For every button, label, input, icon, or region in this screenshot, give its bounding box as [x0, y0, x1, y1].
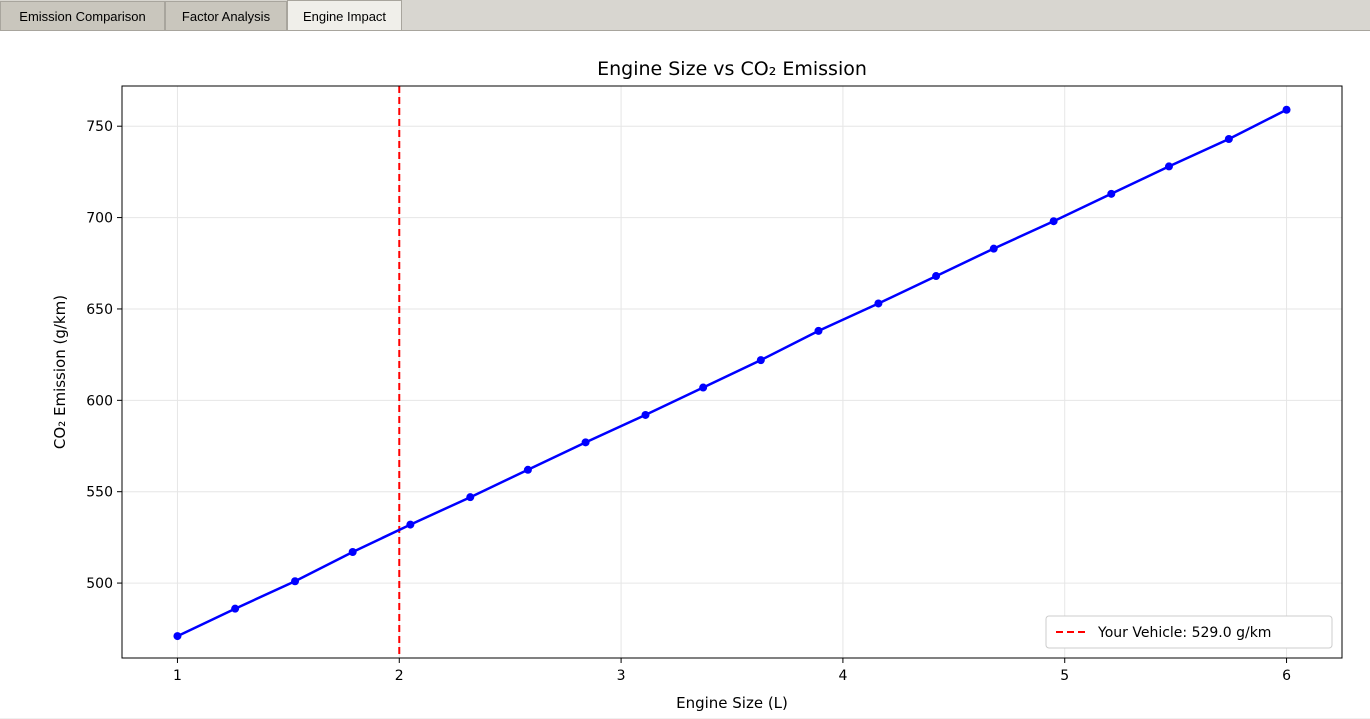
plot-frame: [121, 85, 1343, 659]
data-point: [874, 299, 883, 308]
x-tick-label: 4: [838, 668, 847, 684]
grid: [122, 86, 1342, 658]
data-point: [699, 383, 708, 392]
legend: Your Vehicle: 529.0 g/km: [1045, 615, 1333, 649]
data-point: [1164, 162, 1173, 171]
x-tick-label: 2: [395, 668, 404, 684]
data-point: [231, 604, 240, 613]
tab-factor-analysis[interactable]: Factor Analysis: [165, 1, 287, 30]
y-tick-label: 600: [86, 393, 113, 409]
tab-engine-impact[interactable]: Engine Impact: [287, 0, 402, 31]
engine-size-chart: 1 2 3 4 5 6 500 550 600 650 700 750 Engine Size vs…: [51, 58, 1343, 712]
data-point: [1224, 134, 1233, 143]
legend-label: Your Vehicle: 529.0 g/km: [1097, 625, 1271, 641]
data-point: [581, 438, 590, 447]
series-group: [173, 105, 1291, 641]
data-point: [1282, 105, 1291, 114]
data-point: [291, 577, 300, 586]
y-tick-label: 500: [86, 576, 113, 592]
data-point: [348, 548, 357, 557]
data-point: [466, 493, 475, 502]
x-axis-label: Engine Size (L): [676, 694, 788, 712]
tab-emission-comparison[interactable]: Emission Comparison: [0, 1, 165, 30]
legend-box: [1045, 615, 1333, 649]
tab-bar: Emission Comparison Factor Analysis Engi…: [0, 0, 1370, 31]
data-point: [756, 356, 765, 365]
x-tick-label: 3: [617, 668, 626, 684]
data-point: [1107, 189, 1116, 198]
series-line: [176, 108, 1288, 638]
data-point: [989, 244, 998, 253]
data-point: [641, 410, 650, 419]
y-axis: 500 550 600 650 700 750: [86, 119, 122, 592]
data-point: [406, 520, 415, 529]
data-point: [932, 272, 941, 281]
chart-title: Engine Size vs CO₂ Emission: [597, 58, 867, 80]
y-tick-label: 550: [86, 485, 113, 501]
y-axis-label: CO₂ Emission (g/km): [51, 295, 69, 449]
y-tick-label: 700: [86, 211, 113, 227]
x-tick-label: 1: [173, 668, 182, 684]
data-point: [173, 632, 182, 641]
y-tick-label: 750: [86, 119, 113, 135]
x-tick-label: 5: [1060, 668, 1069, 684]
data-point: [814, 326, 823, 335]
y-tick-label: 650: [86, 302, 113, 318]
x-tick-label: 6: [1282, 668, 1291, 684]
x-axis: 1 2 3 4 5 6: [173, 658, 1291, 684]
data-point: [1049, 217, 1058, 226]
chart-panel: 1 2 3 4 5 6 500 550 600 650 700 750 Engine Size vs…: [0, 30, 1370, 718]
data-point: [523, 465, 532, 474]
